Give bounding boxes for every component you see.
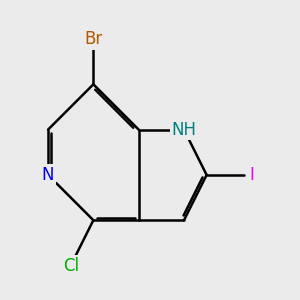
Text: NH: NH xyxy=(172,121,197,139)
Text: Cl: Cl xyxy=(63,256,79,274)
Text: I: I xyxy=(250,166,254,184)
Text: Br: Br xyxy=(84,30,103,48)
Text: N: N xyxy=(42,166,54,184)
